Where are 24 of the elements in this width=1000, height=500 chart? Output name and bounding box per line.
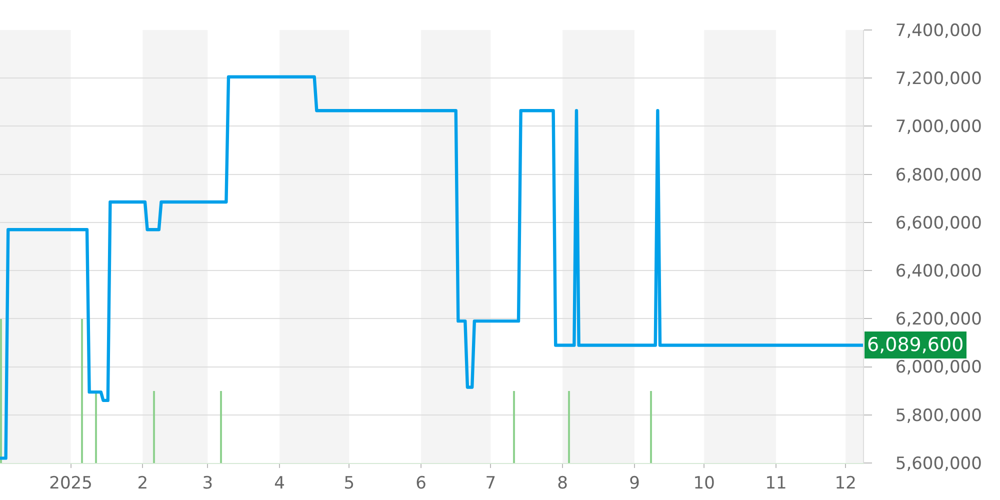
y-tick-label: 7,200,000: [895, 69, 982, 90]
x-tick-label: 11: [765, 473, 787, 494]
x-tick-label: 2: [137, 473, 148, 494]
y-tick-label: 6,200,000: [895, 310, 982, 330]
y-tick-label: 6,400,000: [895, 262, 982, 282]
line-series: [0, 75, 863, 460]
annotation: 6,089,600: [867, 334, 964, 356]
y-tick-label: 7,400,000: [895, 20, 982, 41]
x-tick-label: 12: [834, 473, 856, 494]
y-tick-label: 5,800,000: [895, 406, 982, 426]
x-tick-label: 10: [693, 473, 715, 494]
x-tick-label: 9: [629, 473, 640, 494]
x-tick-label: 2025: [49, 473, 92, 494]
y-tick-label: 6,800,000: [895, 165, 982, 186]
x-tick-label: 5: [344, 473, 355, 494]
y-tick-label: 6,600,000: [895, 213, 982, 234]
x-tick-label: 6: [416, 473, 426, 494]
y-tick-label: 5,600,000: [895, 454, 982, 474]
x-tick-label: 4: [274, 473, 285, 494]
x-tick-label: 7: [485, 473, 496, 494]
x-tick-label: 3: [202, 473, 214, 494]
y-tick-label: 6,000,000: [895, 358, 982, 378]
y-tick-label: 7,000,000: [895, 117, 982, 138]
x-tick-label: 8: [557, 473, 568, 494]
